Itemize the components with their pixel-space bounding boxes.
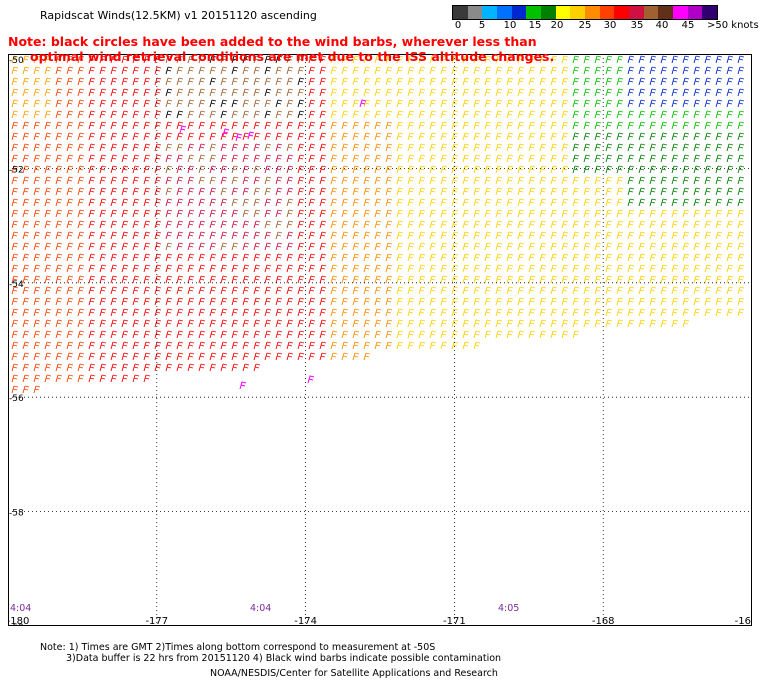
time-label: 4:05: [498, 603, 519, 614]
colorbar-tick-label: 35: [631, 20, 644, 31]
colorbar-labels: 0 5 10 15 20 25 30 35 40 45: [0, 20, 760, 34]
colorbar-segment: [644, 6, 659, 19]
longitude-label: -168: [592, 616, 615, 626]
colorbar-segment: [453, 6, 468, 19]
latitude-label: -58: [9, 509, 24, 519]
colorbar-tick-label: 5: [479, 20, 485, 31]
colorbar-segment: [570, 6, 585, 19]
longitude-label: -177: [145, 616, 168, 626]
colorbar-segment: [658, 6, 673, 19]
colorbar-segment: [688, 6, 703, 19]
longitude-label: -171: [443, 616, 466, 626]
colorbar-tick-label: 10: [504, 20, 517, 31]
footer-note-2: 3)Data buffer is 22 hrs from 20151120 4)…: [66, 653, 760, 664]
altitude-warning-note: Note: black circles have been added to t…: [8, 34, 554, 64]
colorbar-segment: [512, 6, 527, 19]
latitude-label: -52: [9, 165, 24, 175]
colorbar-tick-label: 45: [682, 20, 695, 31]
latitude-label: -56: [9, 394, 24, 404]
colorbar-tick-label: 40: [656, 20, 669, 31]
colorbar-tick-label: 20: [551, 20, 564, 31]
colorbar-segment: [468, 6, 483, 19]
longitude-label: -174: [294, 616, 317, 626]
latitude-label: -54: [9, 280, 24, 290]
colorbar-segment: [673, 6, 688, 19]
wind-barb-map: -180-177-174-171-168-165-50-52-54-56-58-…: [8, 54, 752, 626]
note-line-2: optimal wind retrieval conditions are me…: [8, 49, 554, 64]
colorbar-tick-label: 30: [604, 20, 617, 31]
footer-credit: NOAA/NESDIS/Center for Satellite Applica…: [210, 668, 760, 679]
colorbar-segment: [497, 6, 512, 19]
longitude-label: -165: [735, 616, 752, 626]
time-label: 4:04: [250, 603, 271, 614]
colorbar-tick-label: 25: [579, 20, 592, 31]
note-line-1: Note: black circles have been added to t…: [8, 34, 554, 49]
colorbar-segment: [702, 6, 717, 19]
colorbar-segment: [600, 6, 615, 19]
colorbar-segment: [482, 6, 497, 19]
colorbar-segment: [526, 6, 541, 19]
footer-note-1: Note: 1) Times are GMT 2)Times along bot…: [40, 642, 760, 653]
colorbar-units: >50 knots: [707, 20, 759, 31]
colorbar-segment: [541, 6, 556, 19]
time-label: 4:04: [10, 603, 31, 614]
colorbar-segment: [556, 6, 571, 19]
colorbar-segment: [629, 6, 644, 19]
latitude-label: -60: [9, 623, 24, 626]
colorbar-segment: [614, 6, 629, 19]
colorbar-tick-label: 0: [455, 20, 461, 31]
colorbar-segment: [585, 6, 600, 19]
colorbar-tick-label: 15: [529, 20, 542, 31]
wind-speed-colorbar: [452, 5, 718, 20]
